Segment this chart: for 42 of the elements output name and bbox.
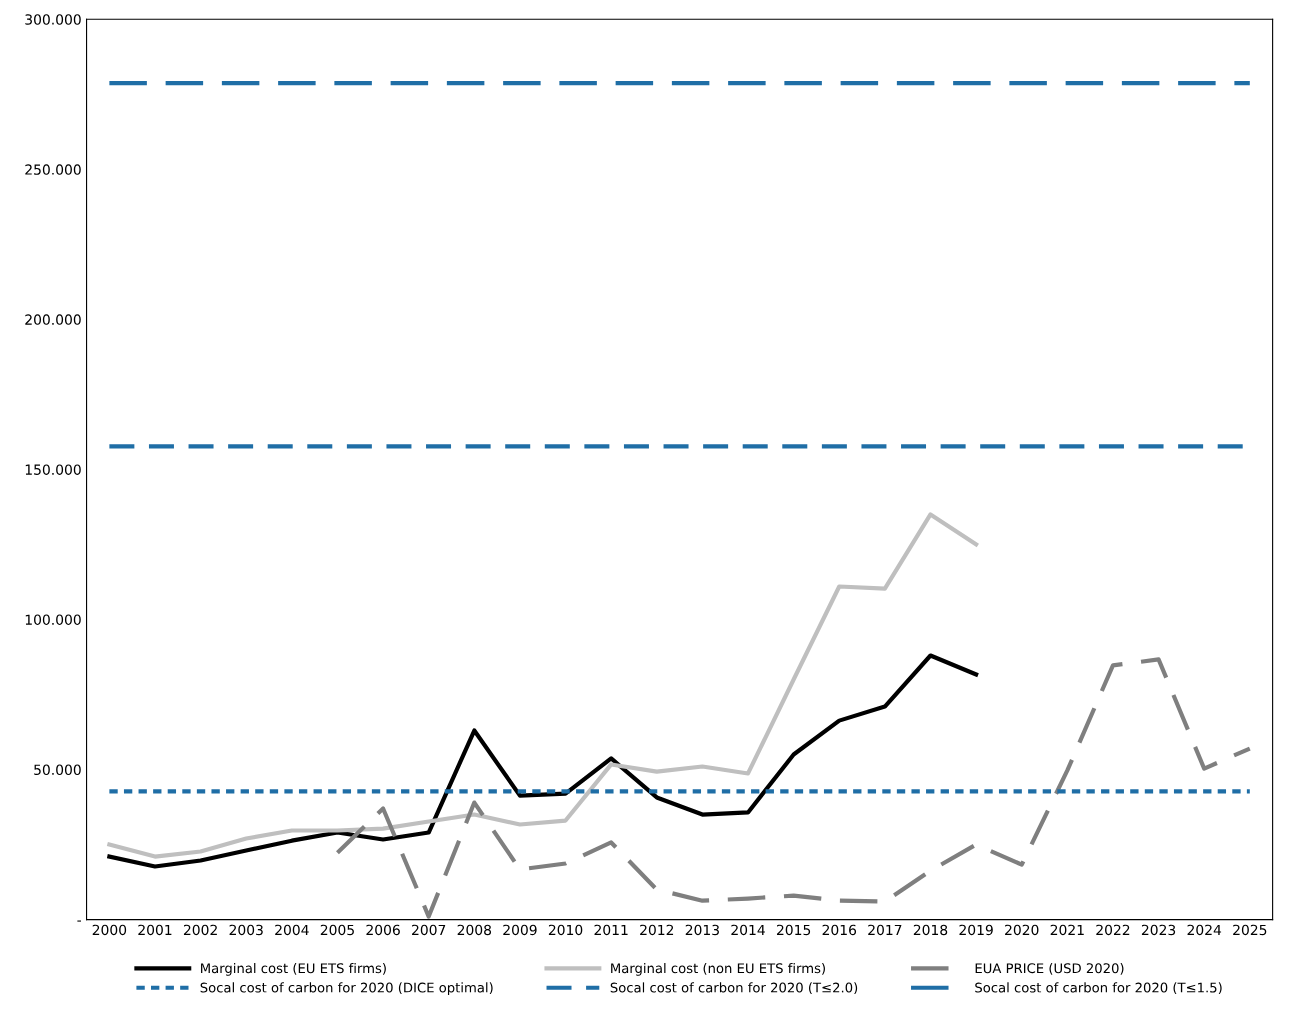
x-tick-label: 2005 [320, 924, 354, 936]
x-tick-label: 2019 [959, 924, 993, 936]
x-tick-label: 2010 [548, 924, 583, 936]
x-tick-label: 2025 [1233, 924, 1267, 936]
x-tick-label: 2012 [640, 924, 674, 936]
x-tick-label: 2007 [412, 924, 446, 936]
x-tick-label: 2000 [92, 924, 127, 936]
line-series [107, 653, 979, 869]
x-tick-label: 2002 [183, 924, 217, 936]
x-tick-label: 2004 [275, 924, 309, 936]
x-tick-label: 2020 [1005, 924, 1039, 936]
legend-label: EUA PRICE (USD 2020) [975, 962, 1124, 975]
x-tick-label: 2024 [1187, 924, 1222, 936]
line-series [335, 657, 1252, 919]
y-tick-label: 250.000 [25, 164, 81, 175]
y-tick-label: - [77, 920, 82, 922]
x-tick-label: 2016 [822, 924, 857, 936]
legend-label: Socal cost of carbon for 2020 (T≤1.5) [975, 982, 1222, 995]
x-tick-label: 2015 [776, 924, 811, 936]
x-tick-label: 2006 [366, 924, 400, 936]
x-tick-label: 2011 [594, 924, 628, 936]
legend-label: Marginal cost (EU ETS firms) [201, 962, 386, 976]
y-tick-label: 150.000 [25, 464, 81, 475]
x-tick-label: 2003 [229, 924, 263, 936]
y-tick-label: 50.000 [34, 764, 81, 776]
x-tick-label: 2018 [913, 924, 948, 936]
x-tick-label: 2001 [138, 924, 172, 936]
x-tick-label: 2023 [1141, 924, 1176, 936]
x-tick-label: 2014 [731, 924, 765, 936]
y-tick-label: 100.000 [25, 614, 81, 625]
x-tick-label: 2017 [868, 924, 902, 936]
line-series [107, 512, 979, 859]
x-tick-label: 2009 [503, 924, 537, 936]
x-tick-label: 2013 [685, 924, 719, 936]
y-tick-label: 200.000 [25, 314, 81, 325]
legend-label: Marginal cost (non EU ETS firms) [611, 962, 825, 976]
legend-label: Socal cost of carbon for 2020 (DICE optimal) [200, 982, 493, 996]
x-tick-label: 2021 [1050, 924, 1084, 936]
y-tick-label: 300.000 [25, 14, 81, 25]
x-tick-label: 2022 [1096, 924, 1130, 936]
x-tick-label: 2008 [457, 924, 492, 936]
legend-label: Socal cost of carbon for 2020 (T≤2.0) [610, 982, 858, 995]
